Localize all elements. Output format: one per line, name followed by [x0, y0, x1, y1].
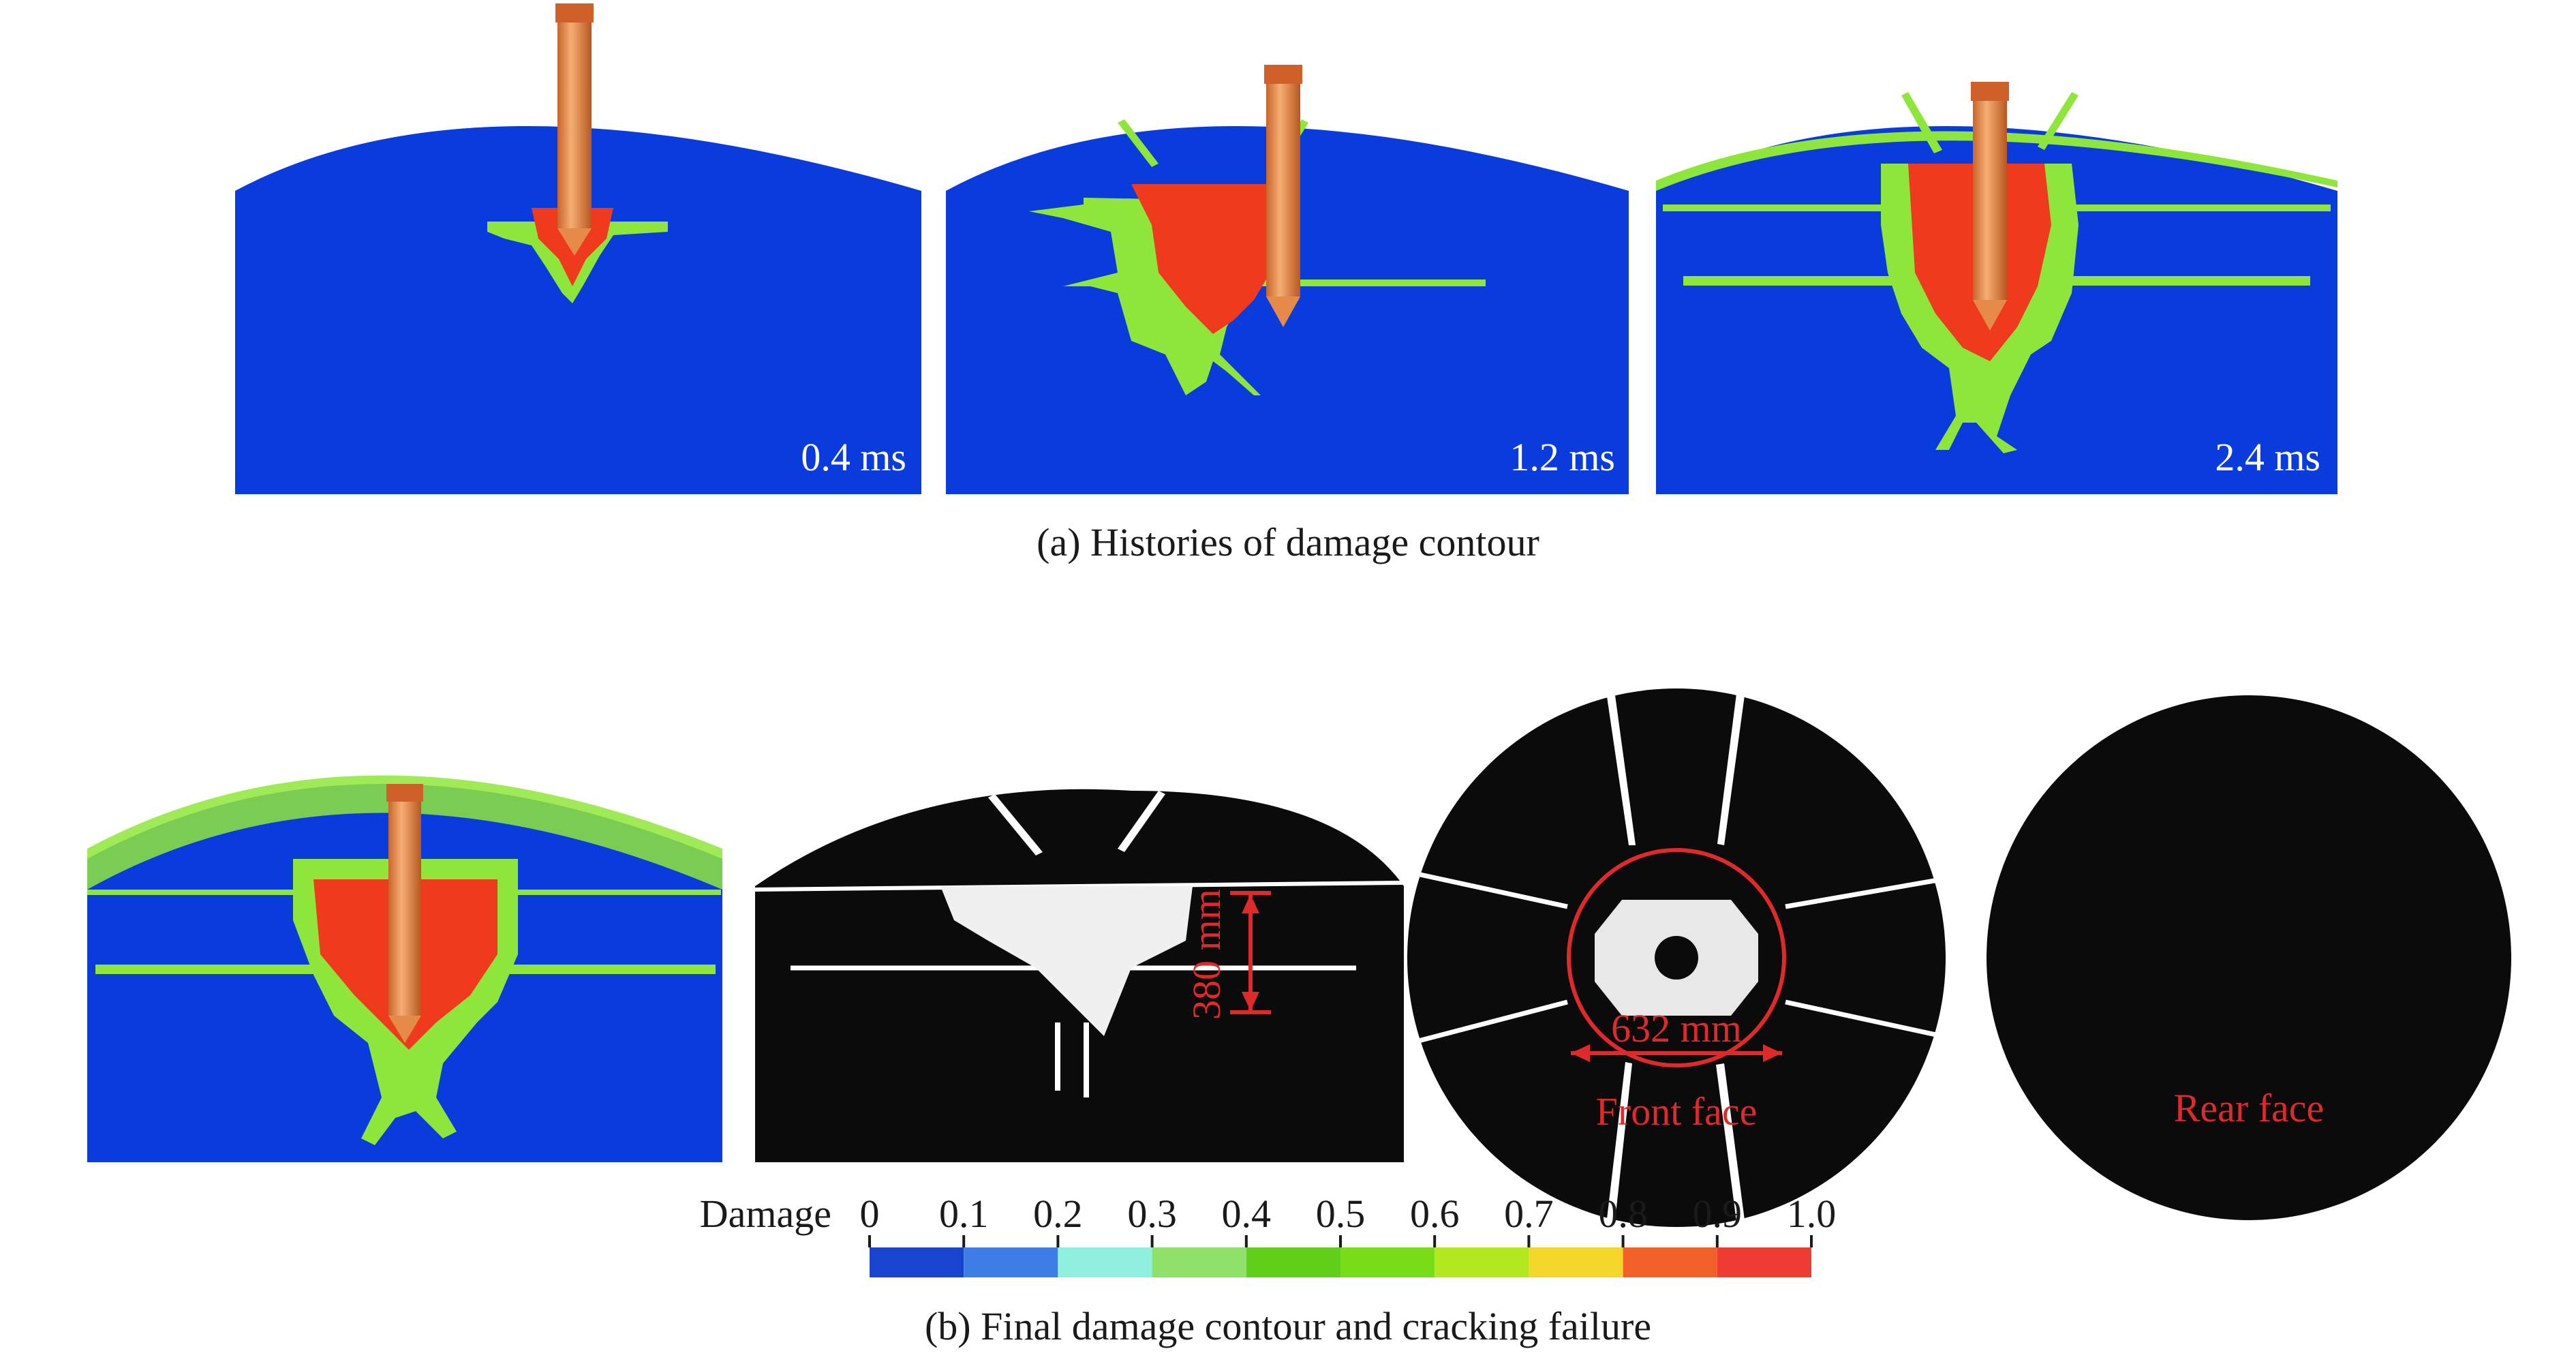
- legend-tick-label: 0.8: [1598, 1192, 1648, 1236]
- radial-crack: [1785, 999, 1943, 1039]
- damage-ring: [1567, 848, 1786, 1067]
- cover-layer-inner: [123, 818, 681, 890]
- cover-layer-crack: [1656, 131, 2337, 191]
- depth-label: 380 mm: [1184, 889, 1229, 1020]
- legend-tick-label: 0.4: [1222, 1192, 1272, 1236]
- damage-cluster: [940, 886, 1193, 1036]
- legend-swatch: [1246, 1247, 1340, 1277]
- snapshot-0-4ms: 0.4 ms: [235, 3, 921, 494]
- crack-branch-left: [1901, 92, 1942, 153]
- damage-legend: Damage 0 0.1 0.2 0.3 0.4 0.5 0.6 0.7 0.8 0.9 1.0: [700, 1192, 1836, 1277]
- diameter-label: 632 mm: [1611, 1006, 1742, 1050]
- rear-face: Rear face: [1987, 695, 2511, 1220]
- legend-swatch: [870, 1247, 964, 1277]
- rear-face-label: Rear face: [2174, 1086, 2325, 1130]
- radial-crack: [1717, 694, 1745, 845]
- arrow-head-up: [1242, 894, 1259, 913]
- legend-ticks: 0 0.1 0.2 0.3 0.4 0.5 0.6 0.7 0.8 0.9 1.0: [860, 1192, 1837, 1247]
- legend-tick-label: 0.2: [1033, 1192, 1083, 1236]
- projectile-tip: [1266, 297, 1300, 327]
- legend-swatch: [1340, 1247, 1435, 1277]
- caption-b: (b) Final damage contour and cracking fa…: [925, 1304, 1651, 1348]
- front-face: 632 mm Front face: [1407, 688, 1946, 1227]
- legend-tick-label: 1.0: [1787, 1192, 1837, 1236]
- target-block: [235, 126, 921, 494]
- projectile: [388, 791, 421, 1016]
- projectile-cap: [1264, 65, 1302, 84]
- crack-branch: [1118, 791, 1165, 852]
- legend-swatch: [1717, 1247, 1811, 1277]
- projectile: [1973, 89, 2007, 300]
- projectile: [1266, 72, 1300, 297]
- crack-section: 380 mm: [754, 789, 1405, 1162]
- crack-branch-right: [2038, 92, 2079, 150]
- radial-crack: [1785, 877, 1943, 909]
- crack-tail: [1055, 1022, 1060, 1091]
- time-label: 0.4 ms: [801, 435, 906, 479]
- rear-face-disc: [1987, 695, 2511, 1220]
- arrow-head-left: [1571, 1044, 1590, 1062]
- radial-crack: [1607, 1062, 1632, 1220]
- damage-zone-inner: [1131, 184, 1295, 334]
- legend-tick-label: 0.6: [1410, 1192, 1460, 1236]
- damage-zone-outer: [1029, 198, 1486, 395]
- crack-tail: [1084, 1022, 1089, 1097]
- projectile-tip: [1973, 300, 2007, 331]
- projectile: [557, 10, 592, 228]
- legend-swatch: [1435, 1247, 1529, 1277]
- time-label: 1.2 ms: [1509, 435, 1615, 479]
- legend-swatch: [1152, 1247, 1246, 1277]
- radial-crack: [1607, 695, 1636, 845]
- radial-crack: [1716, 1063, 1745, 1222]
- front-face-label: Front face: [1596, 1089, 1758, 1134]
- legend-tick-label: 0.3: [1127, 1192, 1177, 1236]
- snapshot-2-4ms: 2.4 ms: [1656, 82, 2337, 494]
- projectile-cap: [555, 3, 594, 22]
- projectile-cap: [386, 784, 423, 802]
- caption-a: (a) Histories of damage contour: [1037, 520, 1539, 564]
- legend-swatches: [870, 1247, 1811, 1277]
- arrow-head-right: [1763, 1044, 1782, 1062]
- radial-crack: [1410, 870, 1568, 909]
- final-damage-contour: [87, 775, 722, 1162]
- legend-tick-label: 0.1: [939, 1192, 989, 1236]
- time-label: 2.4 ms: [2215, 435, 2320, 479]
- crack-branch-left: [1118, 119, 1159, 167]
- projectile-tip: [388, 1016, 421, 1043]
- projectile-tip: [557, 228, 592, 256]
- legend-tick-label: 0.9: [1693, 1192, 1743, 1236]
- snapshot-1-2ms: 1.2 ms: [946, 65, 1629, 494]
- crack-branch: [988, 794, 1043, 855]
- arrow-head-down: [1242, 992, 1259, 1011]
- cover-layer-crack: [87, 775, 722, 890]
- legend-swatch: [964, 1247, 1058, 1277]
- legend-swatch: [1529, 1247, 1623, 1277]
- legend-swatch: [1058, 1247, 1152, 1277]
- damage-core: [1655, 936, 1698, 980]
- legend-tick-label: 0: [860, 1192, 880, 1236]
- projectile-cap: [1971, 82, 2009, 101]
- legend-title: Damage: [700, 1192, 831, 1236]
- legend-swatch: [1623, 1247, 1717, 1277]
- radial-crack: [1410, 999, 1568, 1046]
- legend-tick-label: 0.5: [1316, 1192, 1366, 1236]
- legend-tick-label: 0.7: [1504, 1192, 1554, 1236]
